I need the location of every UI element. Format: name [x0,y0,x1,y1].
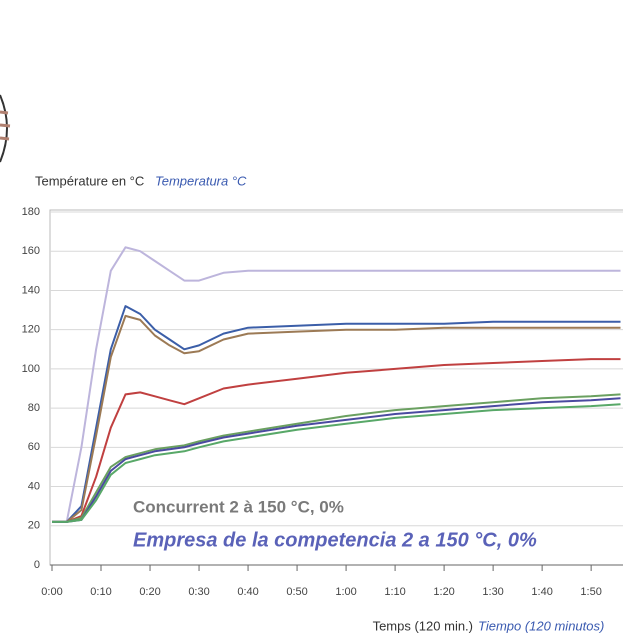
y-tick-label: 20 [28,520,40,532]
y-tick-label: 80 [28,402,40,414]
series-line [52,305,621,523]
x-tick-label: 1:40 [531,586,552,598]
x-tick-label: 0:00 [41,586,62,598]
series-line [52,403,621,523]
series-line [52,246,621,523]
grid [50,211,623,571]
decor-stripes [0,110,11,141]
y-tick-label: 120 [22,324,40,336]
y-tick-label: 60 [28,441,40,453]
x-tick-label: 1:10 [384,586,405,598]
x-tick-label: 1:50 [580,586,601,598]
series-line [52,358,621,523]
y-label-es: Temperatura °C [155,173,247,188]
y-tick-label: 40 [28,480,40,492]
x-tick-label: 1:30 [482,586,503,598]
y-tick-label: 0 [34,559,40,571]
y-tick-label: 140 [22,284,40,296]
y-tick-label: 160 [22,245,40,257]
x-label: Temps (120 min.) [373,618,473,633]
y-tick-label: 100 [22,363,40,375]
y-label: Température en °C [35,173,144,188]
series-line [52,314,621,523]
x-tick-label: 1:00 [335,586,356,598]
x-tick-label: 0:30 [188,586,209,598]
annotation: Concurrent 2 à 150 °C, 0% [133,497,344,516]
x-tick-label: 1:20 [433,586,454,598]
x-tick-label: 0:10 [90,586,111,598]
decor-circle [0,94,8,163]
x-tick-label: 0:20 [139,586,160,598]
series-line [52,393,621,523]
annotation-es: Empresa de la competencia 2 a 150 °C, 0% [133,529,537,551]
series-line [52,397,621,523]
y-tick-label: 180 [22,206,40,218]
x-tick-label: 0:40 [237,586,258,598]
lines [52,246,621,523]
x-label-es: Tiempo (120 minutos) [478,618,604,633]
x-tick-label: 0:50 [286,586,307,598]
